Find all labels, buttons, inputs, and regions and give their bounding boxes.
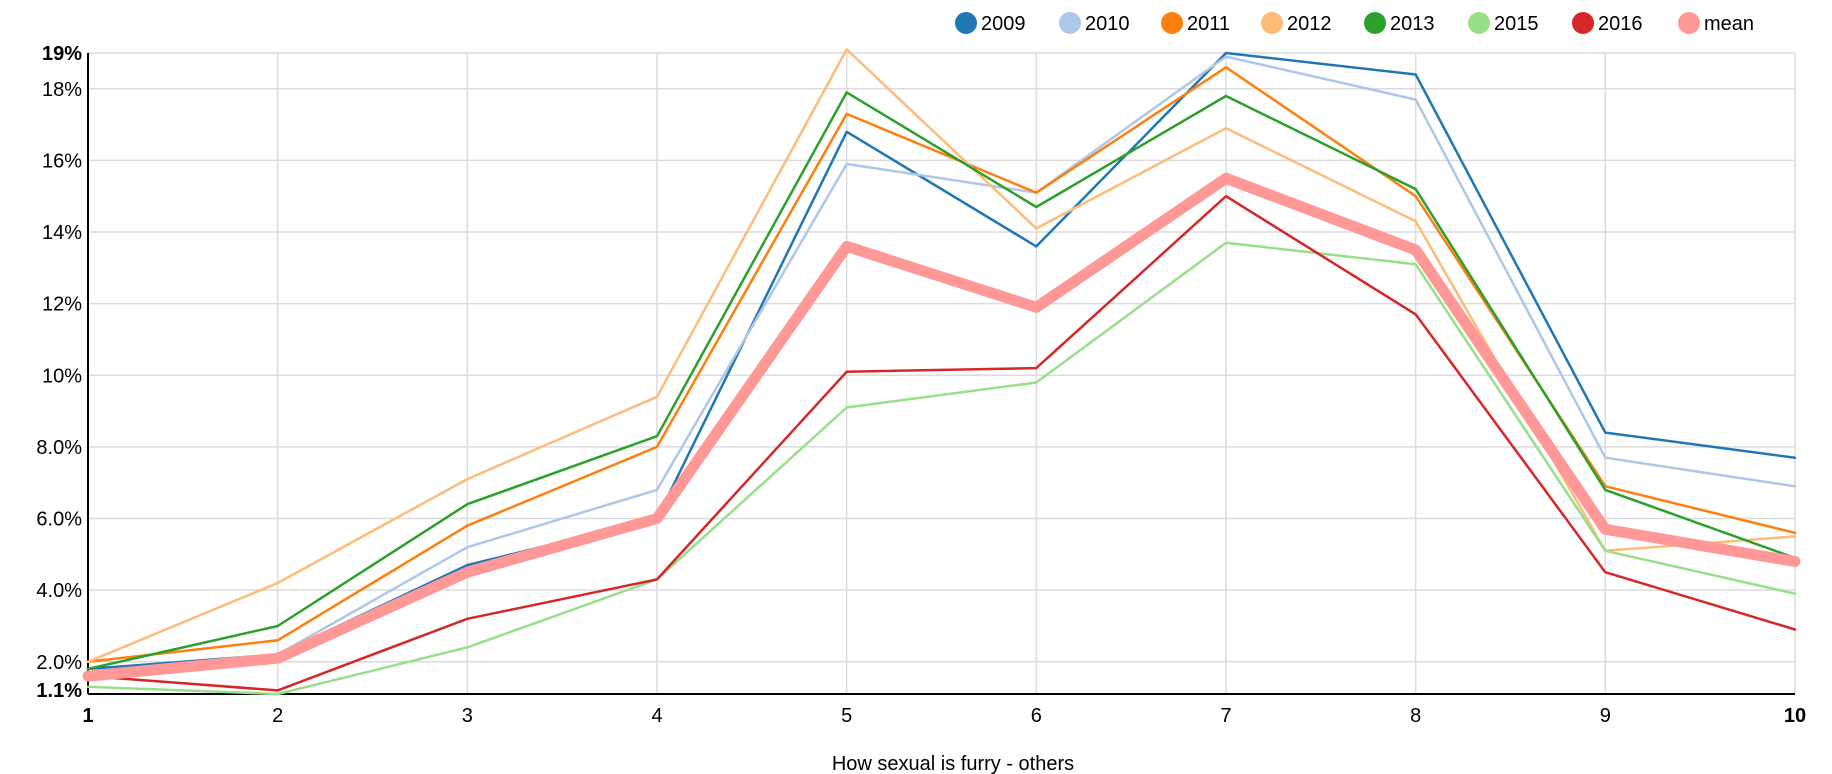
x-tick-label: 8 — [1410, 705, 1421, 727]
x-tick-label: 3 — [462, 705, 473, 727]
x-tick-label: 4 — [651, 705, 662, 727]
legend-marker-2016 — [1572, 12, 1594, 34]
y-tick-label: 12% — [42, 294, 82, 316]
series-lines — [82, 48, 1801, 696]
x-tick-label: 5 — [841, 705, 852, 727]
series-line-2012 — [86, 48, 1797, 664]
legend-label-2011: 2011 — [1187, 13, 1230, 35]
y-tick-label: 18% — [42, 79, 82, 101]
legend-label-2015: 2015 — [1494, 13, 1539, 35]
legend-label-2016: 2016 — [1598, 13, 1643, 35]
legend: 2009 2010 2011 2012 2013 2015 2016 mean — [955, 12, 1754, 35]
legend-label-mean: mean — [1704, 13, 1754, 35]
legend-marker-2011 — [1161, 12, 1183, 34]
y-tick-label: 10% — [42, 365, 82, 387]
legend-marker-2010 — [1059, 12, 1081, 34]
legend-marker-2009 — [955, 12, 977, 34]
legend-marker-mean — [1678, 12, 1700, 34]
series-line-2011 — [86, 66, 1797, 664]
x-axis-title: How sexual is furry - others — [832, 753, 1074, 774]
x-tick-label: 10 — [1784, 705, 1806, 727]
y-tick-label: 8.0% — [36, 437, 82, 459]
series-line-2010 — [86, 55, 1797, 674]
legend-marker-2013 — [1364, 12, 1386, 34]
y-tick-label: 6.0% — [36, 509, 82, 531]
legend-marker-2012 — [1261, 12, 1283, 34]
series-line-2016 — [86, 194, 1797, 692]
y-tick-label: 1.1% — [36, 680, 82, 702]
y-tick-label: 4.0% — [36, 580, 82, 602]
x-tick-label: 9 — [1600, 705, 1611, 727]
series-line-mean — [82, 172, 1801, 682]
y-tick-label: 2.0% — [36, 652, 82, 674]
x-axis-tick-labels: 1 2 3 4 5 6 7 8 9 10 — [82, 705, 1806, 727]
x-tick-label: 2 — [272, 705, 283, 727]
legend-label-2009: 2009 — [981, 13, 1026, 35]
series-line-2009 — [86, 51, 1797, 671]
series-line-2015 — [86, 241, 1797, 696]
x-tick-label: 6 — [1031, 705, 1042, 727]
legend-marker-2015 — [1468, 12, 1490, 34]
legend-label-2010: 2010 — [1085, 13, 1130, 35]
y-tick-label: 14% — [42, 222, 82, 244]
y-axis-tick-labels: 1.1% 2.0% 4.0% 6.0% 8.0% 10% 12% 14% 16% 18% 19% — [36, 43, 82, 702]
x-tick-label: 1 — [82, 705, 93, 727]
x-tick-label: 7 — [1220, 705, 1231, 727]
y-tick-label: 16% — [42, 150, 82, 172]
legend-label-2013: 2013 — [1390, 13, 1435, 35]
y-tick-label: 19% — [42, 43, 82, 65]
axes — [87, 53, 1795, 695]
legend-label-2012: 2012 — [1287, 13, 1332, 35]
series-line-2013 — [86, 91, 1797, 671]
